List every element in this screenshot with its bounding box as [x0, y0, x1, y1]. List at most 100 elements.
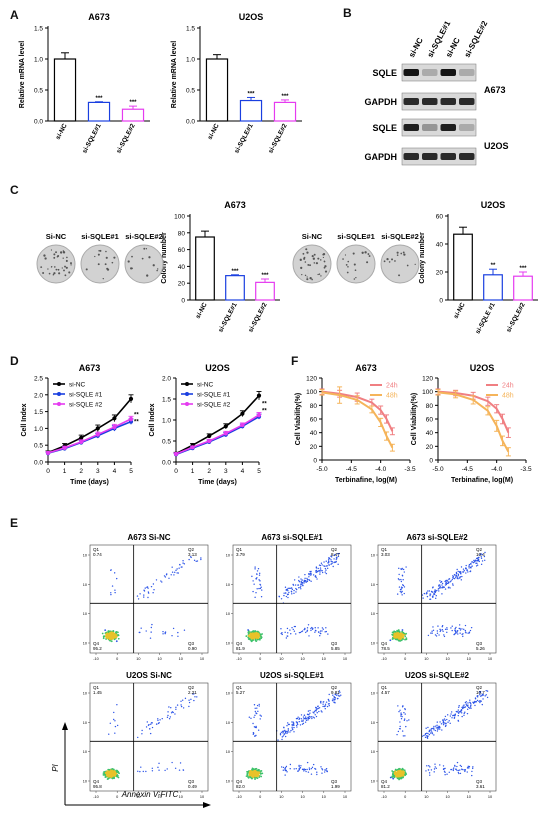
event-dot [179, 563, 181, 566]
event-dot [101, 632, 104, 635]
colony-dot [64, 274, 67, 277]
x-tick-label: 10 [488, 657, 492, 661]
colony-dot [307, 263, 310, 266]
event-dot [286, 732, 288, 735]
event-dot [398, 567, 400, 570]
event-dot [478, 560, 480, 563]
event-dot [433, 590, 436, 593]
colony-dot [352, 252, 355, 255]
event-dot [397, 578, 400, 580]
blot-band [403, 98, 419, 105]
event-dot [321, 627, 324, 629]
event-dot [260, 635, 262, 638]
quadrant-value: 0.74 [93, 552, 102, 557]
event-dot [293, 592, 295, 595]
event-dot [450, 580, 452, 582]
event-dot [403, 592, 405, 595]
event-dot [399, 639, 402, 642]
event-dot [450, 713, 452, 715]
event-dot [401, 574, 404, 576]
event-dot [149, 637, 152, 639]
y-tick-label: 10 [226, 554, 230, 558]
event-dot [252, 590, 254, 593]
culture-dish [124, 244, 164, 284]
event-dot [450, 627, 452, 629]
event-dot [396, 638, 399, 641]
event-dot [337, 553, 339, 555]
x-tick-label: -10 [93, 795, 99, 799]
event-dot [250, 633, 252, 636]
event-dot [317, 707, 320, 709]
event-dot [310, 627, 312, 630]
event-dot [464, 624, 467, 627]
event-dot [400, 775, 403, 777]
event-dot [298, 581, 301, 583]
y-axis-label: Cell Viability(%) [295, 393, 302, 445]
event-dot [427, 634, 430, 637]
event-dot [260, 596, 263, 598]
event-dot [110, 774, 113, 777]
event-dot [247, 629, 250, 631]
event-dot [106, 635, 109, 638]
event-dot [440, 629, 442, 632]
event-dot [284, 592, 287, 594]
event-dot [252, 634, 255, 637]
event-dot [174, 767, 177, 769]
event-dot [471, 770, 473, 773]
event-dot [259, 583, 261, 586]
legend-label: si-SQLE #1 [69, 392, 103, 399]
event-dot [299, 724, 302, 726]
blot-band [440, 124, 456, 131]
chart-title: A673 [88, 12, 110, 22]
category-label: si-SQLE#2 [247, 301, 269, 333]
colony-dot [402, 251, 405, 254]
event-dot [457, 771, 460, 774]
event-dot [401, 730, 404, 732]
y-tick-label: 10 [371, 583, 375, 587]
event-dot [464, 706, 467, 708]
colony-dot [130, 267, 133, 270]
x-tick-label: 10 [488, 795, 492, 799]
colony-dot [97, 263, 100, 266]
event-dot [299, 767, 302, 769]
event-dot [319, 632, 322, 635]
event-dot [458, 772, 460, 775]
colony-dot [344, 254, 347, 256]
event-dot [435, 767, 438, 769]
event-dot [149, 728, 151, 730]
event-dot [475, 560, 477, 562]
event-dot [457, 709, 459, 711]
quadrant-value: 3.61 [476, 784, 485, 789]
event-dot [289, 768, 291, 770]
event-dot [183, 563, 186, 565]
colony-dot [396, 254, 399, 256]
event-dot [478, 556, 480, 559]
event-dot [467, 765, 469, 768]
colony-dot [299, 258, 302, 261]
event-dot [256, 707, 258, 709]
x-tick-label: 0 [174, 468, 178, 475]
legend-label: si-SQLE #1 [197, 392, 231, 399]
y-tick-label: 20 [426, 444, 434, 451]
event-dot [432, 595, 434, 597]
event-dot [307, 771, 310, 773]
event-dot [443, 770, 446, 772]
colony-dot [315, 262, 319, 265]
event-dot [433, 729, 435, 731]
event-dot [453, 717, 456, 719]
event-dot [261, 589, 263, 591]
event-dot [251, 768, 253, 771]
event-dot [255, 771, 258, 774]
event-dot [330, 563, 332, 565]
event-dot [106, 637, 109, 640]
data-point [207, 433, 212, 439]
event-dot [324, 707, 326, 710]
event-dot [337, 693, 339, 695]
event-dot [301, 582, 304, 584]
event-dot [146, 586, 149, 588]
event-dot [438, 726, 441, 729]
event-dot [319, 701, 322, 703]
event-dot [305, 719, 308, 722]
event-dot [112, 629, 115, 632]
event-dot [111, 585, 114, 587]
